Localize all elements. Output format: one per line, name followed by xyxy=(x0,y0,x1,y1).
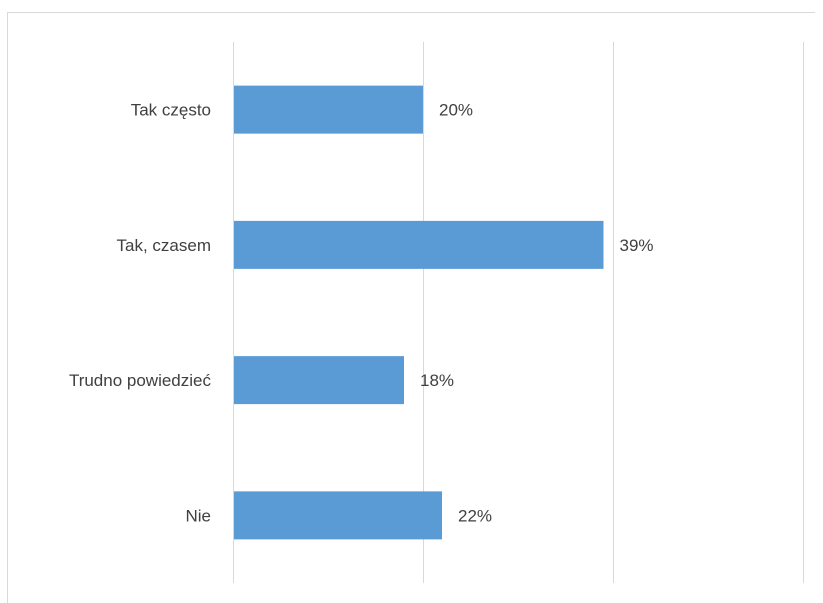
chart-frame xyxy=(7,12,815,603)
category-label: Nie xyxy=(185,506,211,525)
bar xyxy=(234,85,423,134)
value-label: 20% xyxy=(439,101,473,120)
value-label: 39% xyxy=(620,236,654,255)
category-labels: Tak często Tak, czasem Trudno powiedzieć Ni… xyxy=(69,101,212,526)
category-label: Trudno powiedzieć xyxy=(69,371,212,390)
bar xyxy=(234,491,442,540)
category-label: Tak, czasem xyxy=(117,236,211,255)
value-labels: 20% 39% 18% 22% xyxy=(420,101,654,526)
bar xyxy=(234,220,604,269)
category-label: Tak często xyxy=(131,101,211,120)
value-label: 22% xyxy=(458,506,492,525)
bar xyxy=(234,356,404,405)
bars xyxy=(234,85,604,540)
value-label: 18% xyxy=(420,371,454,390)
